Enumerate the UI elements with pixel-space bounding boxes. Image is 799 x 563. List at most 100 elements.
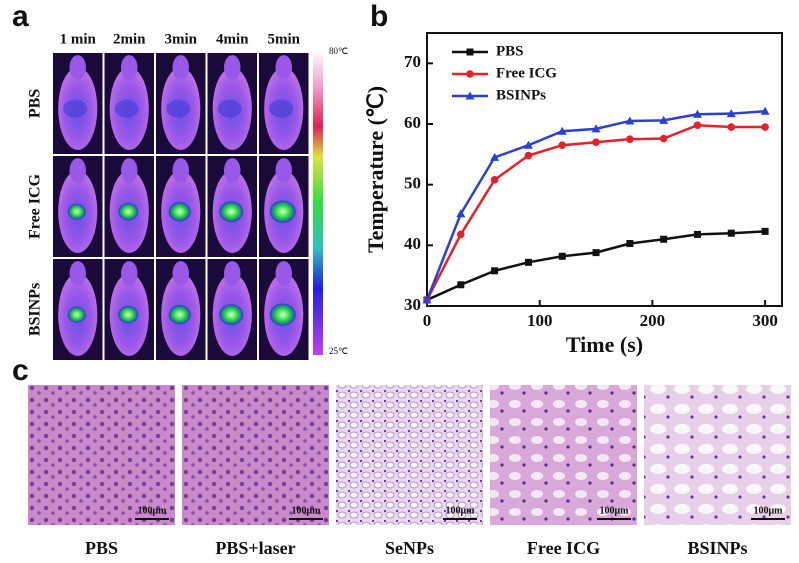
marker <box>693 230 701 238</box>
marker <box>422 295 432 304</box>
hot-spot <box>219 304 244 326</box>
mouse-head <box>224 55 241 80</box>
marker <box>626 135 634 143</box>
spot <box>269 99 294 118</box>
legend-label: Free ICG <box>496 65 557 81</box>
marker <box>693 121 702 130</box>
y-axis-label: Temperature (℃) <box>363 86 388 253</box>
marker <box>466 48 474 56</box>
spot <box>217 99 242 118</box>
marker <box>692 109 702 118</box>
marker <box>727 123 736 131</box>
y-tick-label: 40 <box>404 234 421 253</box>
marker <box>659 115 669 124</box>
mouse-head <box>275 261 292 286</box>
legend-label: BSINPs <box>496 87 546 103</box>
x-tick-label: 200 <box>640 311 666 330</box>
scale-bar-label: 100μm <box>138 505 168 516</box>
spot <box>114 99 139 118</box>
marker <box>491 267 499 275</box>
y-tick-label: 70 <box>404 52 421 71</box>
column-label: 3min <box>164 31 197 47</box>
marker <box>557 126 567 135</box>
marker <box>761 227 769 235</box>
marker <box>490 176 499 184</box>
marker <box>592 138 600 146</box>
marker <box>456 209 466 218</box>
hot-spot <box>118 305 139 324</box>
marker <box>761 123 769 131</box>
series-line <box>425 123 766 301</box>
marker <box>457 281 465 289</box>
marker <box>626 240 634 248</box>
column-label: 4min <box>216 31 249 47</box>
hot-spot <box>118 202 139 221</box>
legend-label: PBS <box>496 43 524 59</box>
hot-spot <box>168 305 191 325</box>
spot <box>166 99 191 118</box>
histology-image <box>490 385 637 525</box>
marker <box>625 116 635 125</box>
scale-bar-label: 100μm <box>754 505 784 516</box>
hot-spot <box>269 303 296 326</box>
panel-label: a <box>12 0 29 33</box>
mouse-head <box>121 55 138 80</box>
marker <box>524 258 532 266</box>
scale-bar-label: 100μm <box>600 505 630 516</box>
y-tick-label: 50 <box>404 174 421 193</box>
colorbar-min: 25℃ <box>329 346 348 356</box>
scale-bar-label: 100μm <box>292 505 322 516</box>
marker <box>465 91 475 100</box>
image-label: BSINPs <box>687 538 747 558</box>
hot-spot <box>219 201 244 223</box>
mouse-head <box>224 261 241 286</box>
image-label: PBS <box>85 538 118 558</box>
x-tick-label: 300 <box>752 311 778 330</box>
scale-bar-label: 100μm <box>446 505 476 516</box>
mouse-head <box>275 55 292 80</box>
mouse-head <box>69 261 86 286</box>
x-tick-label: 0 <box>423 311 432 330</box>
colorbar-max: 80℃ <box>329 46 348 56</box>
marker <box>466 70 474 78</box>
series <box>423 227 769 304</box>
mouse-head <box>172 261 189 286</box>
histology-image <box>28 385 175 525</box>
panel-label: c <box>12 354 29 387</box>
column-label: 2min <box>113 31 146 47</box>
x-tick-label: 100 <box>527 311 553 330</box>
colorbar <box>313 50 323 355</box>
y-tick-label: 30 <box>404 295 421 314</box>
marker <box>490 152 500 161</box>
mouse-head <box>121 261 138 286</box>
mouse-head <box>172 55 189 80</box>
histology-image <box>644 385 791 525</box>
mouse-head <box>224 158 241 183</box>
histology-image <box>182 385 329 525</box>
image-label: SeNPs <box>385 538 434 558</box>
marker <box>660 235 668 243</box>
row-label: BSINPs <box>27 283 44 336</box>
plot-frame <box>426 32 783 307</box>
column-label: 1 min <box>60 31 97 47</box>
marker <box>558 252 566 260</box>
marker <box>524 151 533 160</box>
mouse-head <box>172 158 189 183</box>
series <box>423 121 769 304</box>
mouse-head <box>275 158 292 183</box>
marker <box>591 124 601 133</box>
histology-image <box>336 385 483 525</box>
image-label: PBS+laser <box>215 538 295 558</box>
spot <box>63 99 88 118</box>
marker <box>457 230 465 239</box>
marker <box>727 229 735 237</box>
y-tick-label: 60 <box>404 113 421 132</box>
x-axis-label: Time (s) <box>566 332 643 357</box>
row-label: PBS <box>27 89 44 118</box>
marker <box>592 249 600 257</box>
marker <box>523 140 533 149</box>
panel-label: b <box>370 0 388 33</box>
column-label: 5min <box>267 31 300 47</box>
hot-spot <box>67 306 86 323</box>
